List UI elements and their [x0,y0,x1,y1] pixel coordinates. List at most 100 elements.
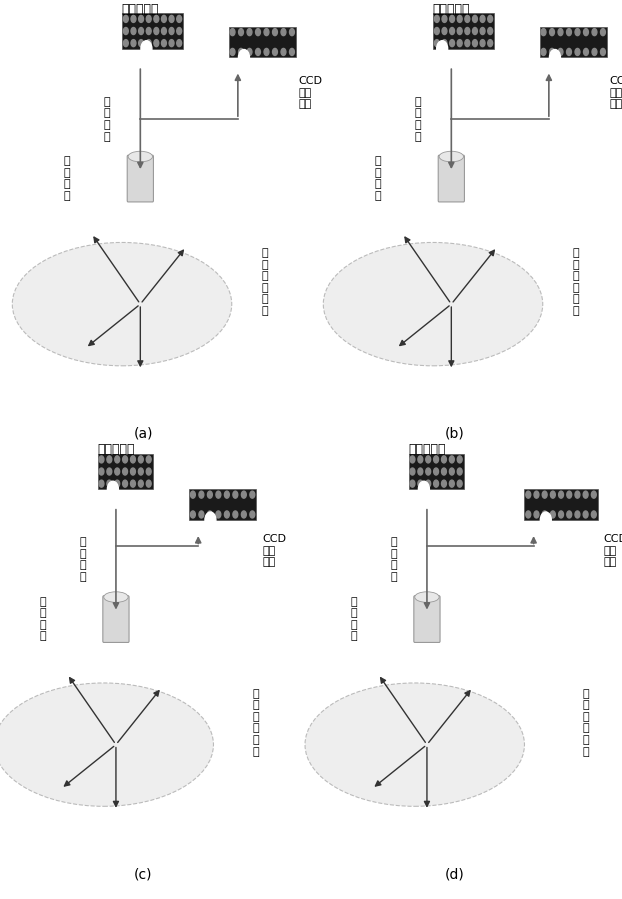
Text: 精
密
运
动
平
台: 精 密 运 动 平 台 [582,689,589,757]
Text: 投
影
光
路: 投 影 光 路 [103,97,110,141]
Circle shape [434,456,439,463]
Circle shape [442,40,447,47]
Circle shape [281,29,286,36]
Circle shape [542,491,547,498]
Circle shape [256,29,261,36]
Circle shape [247,29,252,36]
Circle shape [473,40,477,47]
Circle shape [190,491,195,498]
Text: 投
影
光
路: 投 影 光 路 [414,97,421,141]
Circle shape [465,15,470,22]
Circle shape [146,28,151,34]
Circle shape [272,29,277,36]
Circle shape [99,468,104,475]
Circle shape [442,456,447,463]
Circle shape [123,40,128,47]
Circle shape [177,40,182,47]
Circle shape [583,491,588,498]
Circle shape [123,480,128,487]
Ellipse shape [12,243,232,366]
Circle shape [457,28,462,34]
Circle shape [190,511,195,518]
Ellipse shape [439,151,463,162]
Circle shape [239,29,243,36]
FancyBboxPatch shape [414,596,440,643]
Circle shape [139,28,144,34]
Circle shape [123,15,128,22]
Circle shape [541,29,546,36]
Circle shape [289,49,294,56]
Circle shape [541,49,546,56]
Circle shape [449,480,454,487]
Circle shape [247,49,252,56]
Circle shape [239,49,243,56]
Circle shape [541,512,551,528]
FancyBboxPatch shape [103,596,129,643]
Text: 投
影
光
路: 投 影 光 路 [79,538,86,582]
Text: CCD
观察
光路: CCD 观察 光路 [604,534,622,567]
Text: 图形发生器: 图形发生器 [97,443,135,456]
Text: 缩
影
物
镜: 缩 影 物 镜 [375,156,381,201]
Circle shape [107,468,112,475]
Circle shape [465,28,470,34]
Circle shape [457,480,462,487]
Circle shape [592,511,596,518]
Circle shape [115,468,119,475]
Circle shape [154,40,159,47]
Circle shape [208,511,212,518]
Text: (c): (c) [134,868,152,881]
Circle shape [600,29,605,36]
Circle shape [154,15,159,22]
Circle shape [488,15,493,22]
Circle shape [550,511,555,518]
Circle shape [592,49,597,56]
Circle shape [131,28,136,34]
Circle shape [256,49,261,56]
Circle shape [410,480,415,487]
Circle shape [131,40,136,47]
Circle shape [250,511,255,518]
Circle shape [162,28,166,34]
Circle shape [450,40,455,47]
Circle shape [139,40,144,47]
Circle shape [208,491,212,498]
Circle shape [241,511,246,518]
Ellipse shape [305,683,524,806]
Text: 精
密
运
动
平
台: 精 密 运 动 平 台 [253,689,259,757]
Circle shape [131,456,136,463]
Circle shape [107,456,112,463]
Circle shape [534,511,539,518]
Circle shape [434,28,439,34]
Circle shape [131,480,136,487]
Circle shape [575,49,580,56]
Circle shape [526,491,531,498]
Circle shape [426,480,430,487]
Circle shape [123,28,128,34]
Text: CCD
观察
光路: CCD 观察 光路 [610,76,622,110]
Circle shape [162,40,166,47]
Circle shape [419,481,429,497]
Circle shape [169,15,174,22]
Circle shape [138,480,143,487]
Circle shape [559,491,564,498]
Circle shape [488,40,493,47]
Circle shape [281,49,286,56]
Circle shape [418,468,423,475]
Circle shape [600,49,605,56]
Circle shape [457,15,462,22]
Circle shape [131,15,136,22]
Text: (d): (d) [445,868,464,881]
Circle shape [264,29,269,36]
Text: (b): (b) [445,427,464,441]
Bar [524,489,598,520]
Circle shape [442,28,447,34]
Circle shape [199,511,204,518]
Text: 缩
影
物
镜: 缩 影 物 镜 [39,597,46,642]
Ellipse shape [415,592,439,602]
Circle shape [99,480,104,487]
Circle shape [216,511,221,518]
Circle shape [410,456,415,463]
Circle shape [138,468,143,475]
Circle shape [426,468,430,475]
Circle shape [146,15,151,22]
